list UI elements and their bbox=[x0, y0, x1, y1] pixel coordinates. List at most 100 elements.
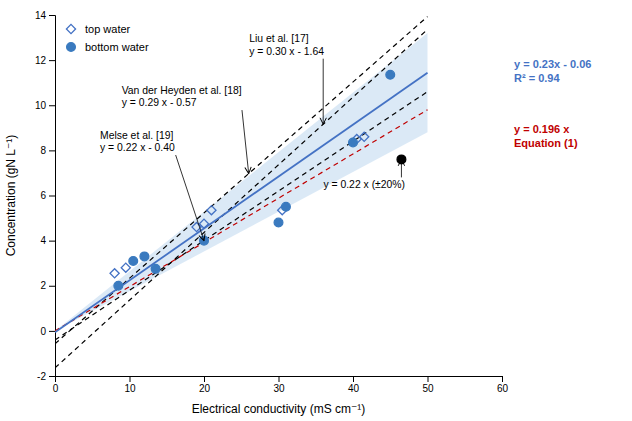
annotation-arrow bbox=[176, 155, 204, 241]
point bbox=[114, 281, 123, 290]
point bbox=[282, 202, 291, 211]
annotation-line: Melse et al. [19] bbox=[100, 130, 173, 141]
y-axis: -2 0 2 4 6 8 10 12 14 bbox=[35, 10, 56, 382]
legend-label: bottom water bbox=[85, 41, 149, 53]
y-axis-title: Concentration (gN L⁻¹) bbox=[4, 135, 18, 257]
x-tick: 20 bbox=[199, 376, 211, 394]
line bbox=[55, 73, 428, 332]
x-tick: 30 bbox=[273, 376, 285, 394]
x-tick-label: 10 bbox=[124, 383, 136, 394]
x-tick-label: 40 bbox=[348, 383, 360, 394]
y-tick: 12 bbox=[35, 55, 55, 66]
side-equation-line: R² = 0.94 bbox=[514, 72, 560, 84]
y-tick: 0 bbox=[40, 326, 55, 337]
annotation-text: Melse et al. [19]y = 0.22 x - 0.40 bbox=[100, 130, 175, 153]
annotation-line: Liu et al. [17] bbox=[249, 33, 309, 44]
point bbox=[349, 138, 358, 147]
y-tick-label: 2 bbox=[40, 280, 46, 291]
y-tick: 10 bbox=[35, 100, 55, 111]
y-tick: 4 bbox=[40, 235, 55, 246]
y-tick-label: -2 bbox=[37, 371, 46, 382]
y-tick-label: 0 bbox=[40, 326, 46, 337]
x-tick-mark bbox=[353, 376, 354, 382]
x-tick-label: 60 bbox=[497, 383, 509, 394]
annotations: Liu et al. [17] y = 0.30 x - 1.64 Van der … bbox=[100, 33, 591, 240]
line bbox=[55, 29, 428, 367]
annotation-line: Van der Heyden et al. [18] bbox=[122, 85, 242, 96]
annotation-text: Van der Heyden et al. [18]y = 0.29 x - 0… bbox=[122, 85, 242, 108]
y-tick-label: 4 bbox=[40, 235, 46, 246]
line bbox=[55, 110, 428, 331]
y-tick-label: 8 bbox=[40, 145, 46, 156]
point bbox=[207, 206, 216, 215]
legend-symbol bbox=[67, 43, 76, 52]
legend-entry: bottom water bbox=[67, 41, 149, 53]
y-tick-mark bbox=[49, 15, 55, 16]
point bbox=[360, 132, 369, 141]
annotation-line: y = 0.30 x - 1.64 bbox=[249, 46, 324, 57]
band-area bbox=[55, 33, 428, 331]
point bbox=[110, 269, 119, 278]
y-tick: -2 bbox=[37, 371, 55, 382]
x-axis: 0 10 20 30 40 50 60 bbox=[53, 376, 509, 394]
y-tick-mark bbox=[49, 286, 55, 287]
side-equation-line: Equation (1) bbox=[514, 137, 578, 149]
point bbox=[386, 70, 395, 79]
y-tick: 6 bbox=[40, 190, 55, 201]
x-tick-label: 30 bbox=[273, 383, 285, 394]
y-tick-mark bbox=[49, 376, 55, 377]
legend: top water bottom water bbox=[66, 23, 149, 53]
x-tick: 10 bbox=[124, 376, 136, 394]
x-tick: 50 bbox=[422, 376, 434, 394]
y-tick-mark bbox=[49, 331, 55, 332]
line bbox=[55, 92, 428, 340]
point bbox=[199, 219, 208, 228]
chart-svg: 0 10 20 30 40 50 60 -2 0 2 4 6 8 10 12 14 Electrical con… bbox=[0, 0, 632, 421]
x-tick-mark bbox=[204, 376, 205, 382]
point bbox=[129, 257, 138, 266]
y-tick-mark bbox=[49, 241, 55, 242]
y-tick: 8 bbox=[40, 145, 55, 156]
point bbox=[274, 218, 283, 227]
x-tick-mark bbox=[428, 376, 429, 382]
legend-symbol bbox=[66, 24, 75, 33]
line bbox=[55, 17, 428, 344]
y-axis-line bbox=[49, 16, 56, 377]
x-tick-label: 0 bbox=[53, 383, 59, 394]
x-tick: 60 bbox=[497, 376, 509, 394]
y-tick-mark bbox=[49, 150, 55, 151]
annotation-arrow bbox=[242, 110, 249, 174]
point bbox=[140, 252, 149, 261]
annotation-line: y = 0.22 x - 0.40 bbox=[100, 142, 175, 153]
x-tick-label: 50 bbox=[422, 383, 434, 394]
annotation-line: y = 0.22 x (±20%) bbox=[323, 179, 405, 190]
annotation-arrow bbox=[323, 59, 324, 125]
annotation-arrow bbox=[401, 159, 402, 177]
annotation-text: y = 0.22 x (±20%) bbox=[323, 179, 405, 190]
y-tick: 2 bbox=[40, 280, 55, 291]
y-tick-mark bbox=[49, 105, 55, 106]
annotation-text: Liu et al. [17] y = 0.30 x - 1.64 bbox=[249, 33, 324, 56]
y-tick-mark bbox=[49, 196, 55, 197]
plot-area: 0 10 20 30 40 50 60 -2 0 2 4 6 8 10 12 14 Electrical con… bbox=[4, 10, 591, 416]
side-equation: y = 0.196 x Equation (1) bbox=[514, 123, 578, 149]
legend-label: top water bbox=[85, 23, 131, 35]
x-tick-label: 20 bbox=[199, 383, 211, 394]
side-equation-line: y = 0.23x - 0.06 bbox=[514, 58, 591, 70]
y-tick-label: 14 bbox=[35, 10, 47, 21]
side-equation-line: y = 0.196 x bbox=[514, 123, 570, 135]
legend-entry: top water bbox=[66, 23, 130, 35]
x-tick-mark bbox=[279, 376, 280, 382]
y-tick-label: 6 bbox=[40, 190, 46, 201]
x-tick: 0 bbox=[53, 376, 59, 394]
marks bbox=[55, 17, 428, 368]
annotation-line: y = 0.29 x - 0.57 bbox=[122, 97, 197, 108]
point bbox=[121, 263, 130, 272]
y-tick-mark bbox=[49, 60, 55, 61]
side-equation: y = 0.23x - 0.06 R² = 0.94 bbox=[514, 58, 591, 84]
x-tick-mark bbox=[502, 376, 503, 382]
x-tick-mark bbox=[130, 376, 131, 382]
y-tick-label: 10 bbox=[35, 100, 47, 111]
x-tick: 40 bbox=[348, 376, 360, 394]
x-axis-title: Electrical conductivity (mS cm⁻¹) bbox=[192, 402, 366, 416]
